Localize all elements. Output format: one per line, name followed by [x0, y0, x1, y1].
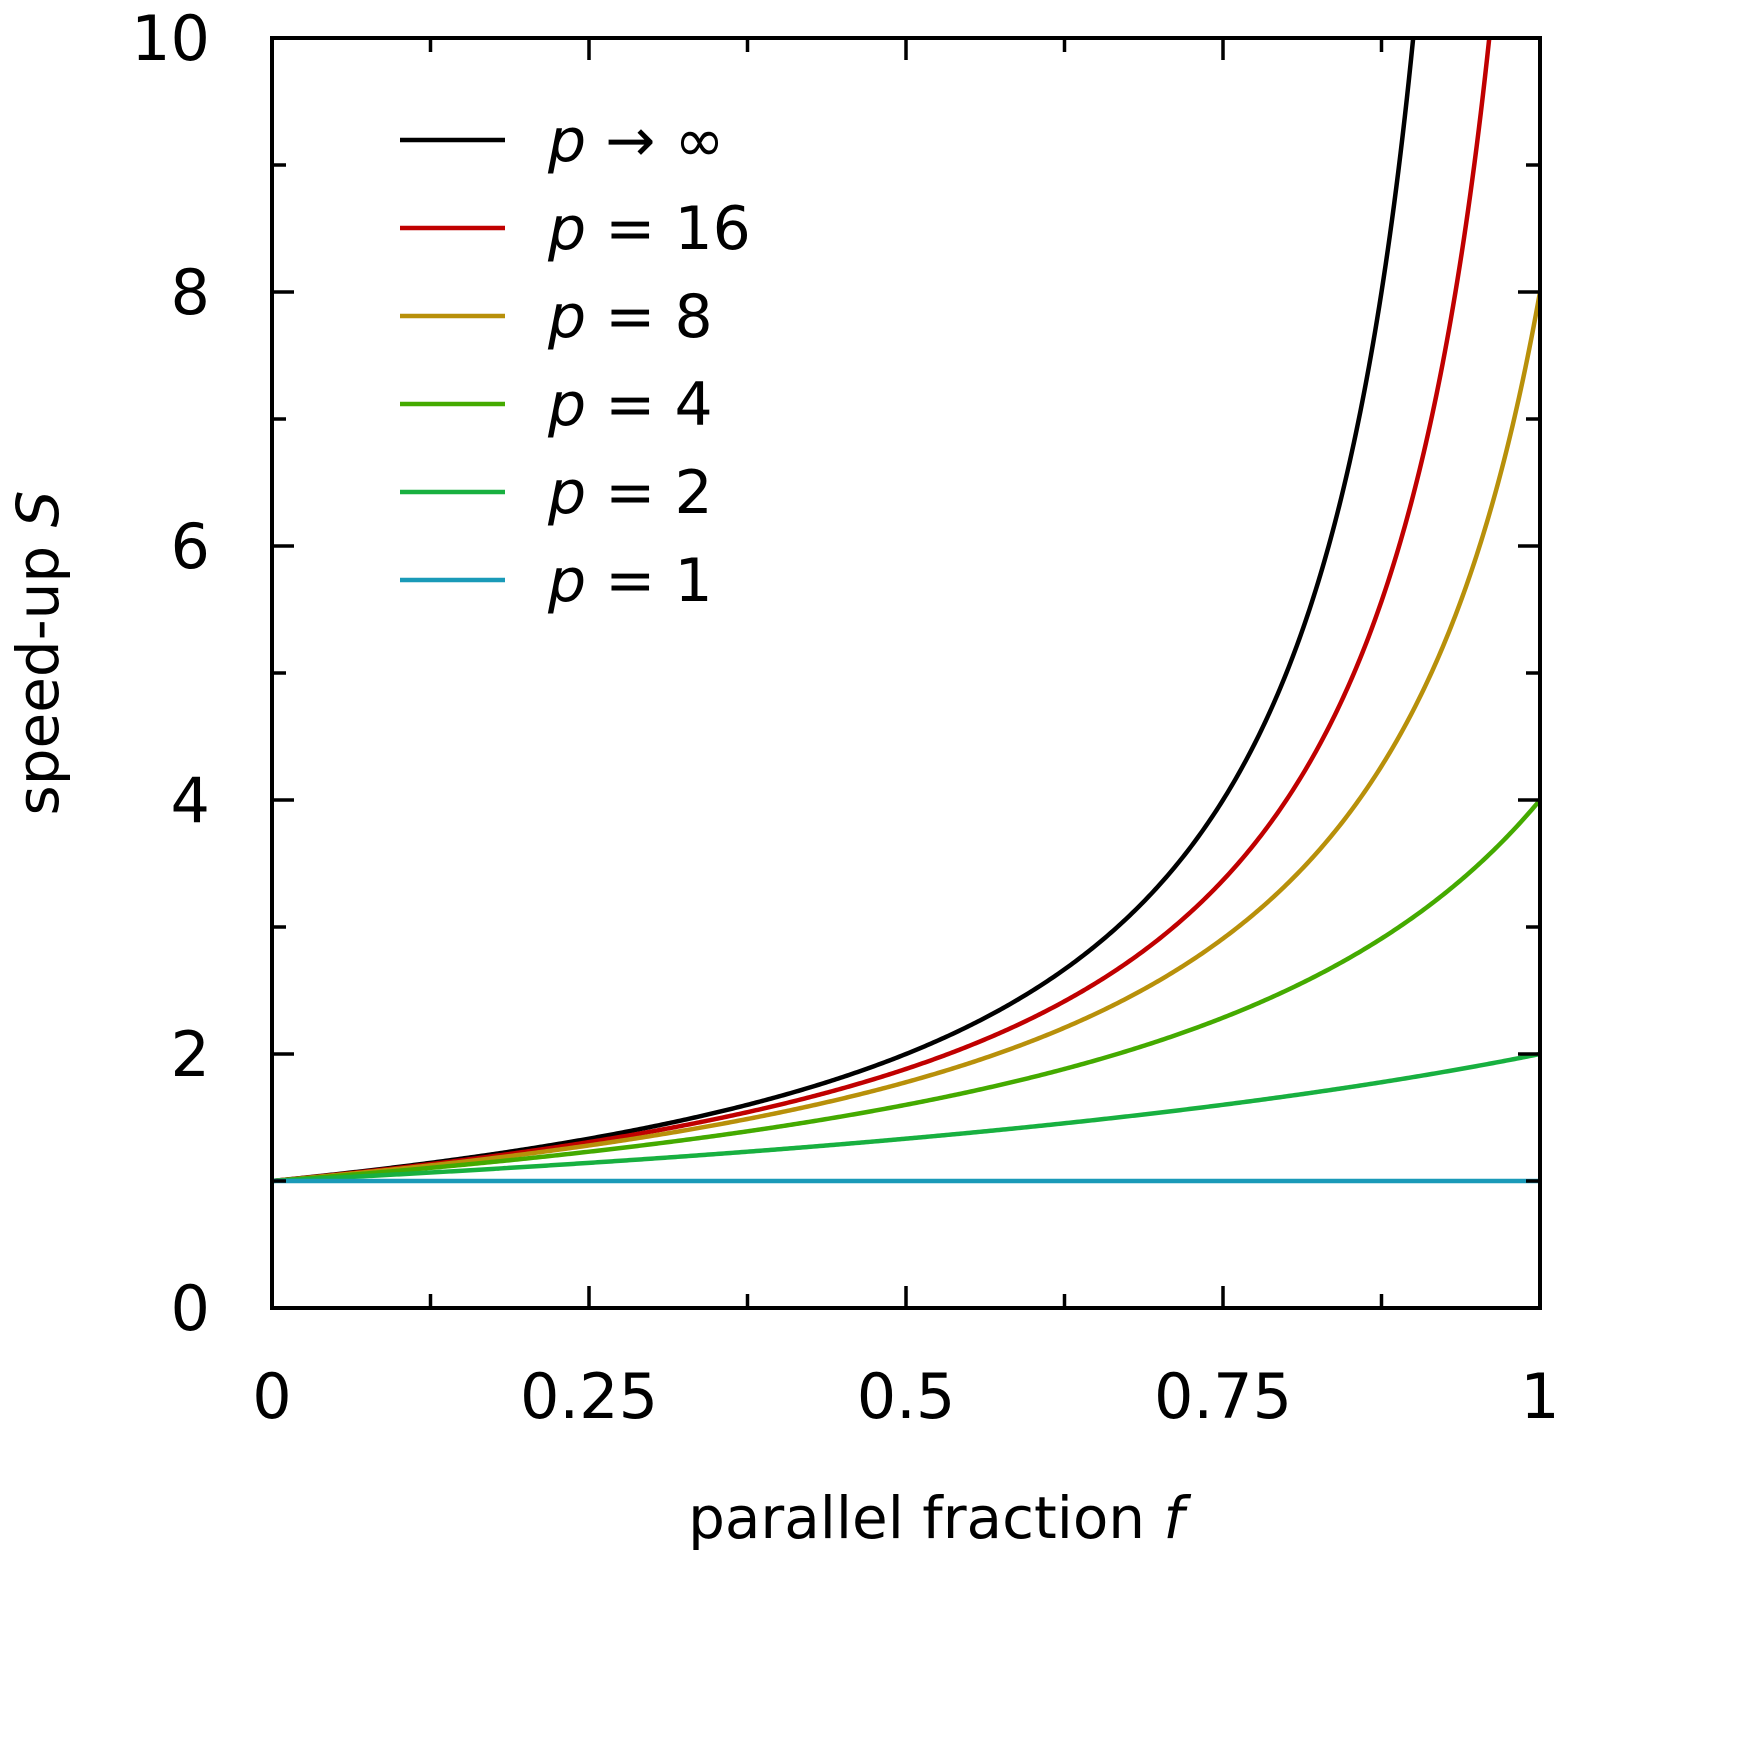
- axis-ticks: [272, 38, 1540, 1308]
- y-tick-label: 4: [171, 764, 210, 837]
- legend-item: p = 16: [400, 194, 751, 264]
- legend-item: p = 4: [400, 370, 713, 440]
- y-tick-label: 0: [171, 1272, 210, 1345]
- legend-item: p → ∞: [400, 106, 725, 176]
- x-tick-label: 0: [252, 1360, 291, 1433]
- legend-label: p = 8: [547, 282, 713, 352]
- x-tick-label: 0.5: [857, 1360, 956, 1433]
- legend-label: p = 1: [547, 546, 713, 616]
- y-tick-label: 8: [171, 256, 210, 329]
- legend-item: p = 1: [400, 546, 713, 616]
- x-axis-label-text: parallel fraction: [688, 1484, 1163, 1552]
- y-axis-label-var: S: [4, 491, 72, 528]
- series-curves: [272, 38, 1540, 1184]
- legend-item: p = 2: [400, 458, 713, 528]
- y-tick-label: 6: [171, 510, 210, 583]
- x-axis-label-var: f: [1164, 1484, 1192, 1552]
- y-tick-label: 10: [131, 2, 210, 75]
- x-axis-label: parallel fraction f: [688, 1484, 1191, 1552]
- series-line-2: [272, 291, 1540, 1184]
- y-axis-label-text: speed-up: [4, 527, 72, 815]
- series-line-4: [272, 1051, 1540, 1184]
- legend-label: p = 16: [547, 194, 751, 264]
- series-line-3: [272, 798, 1540, 1184]
- legend-label: p → ∞: [547, 106, 725, 176]
- legend-label: p = 4: [547, 370, 713, 440]
- legend-label: p = 2: [547, 458, 713, 528]
- x-tick-label: 0.75: [1154, 1360, 1292, 1433]
- x-tick-label: 1: [1520, 1360, 1559, 1433]
- legend-item: p = 8: [400, 282, 713, 352]
- x-tick-label: 0.25: [520, 1360, 658, 1433]
- legend: p → ∞ p = 16 p = 8 p = 4 p = 2 p = 1: [400, 106, 751, 616]
- series-line-1: [272, 38, 1492, 1184]
- y-tick-label: 2: [171, 1018, 210, 1091]
- y-axis-label: speed-up S: [4, 491, 72, 816]
